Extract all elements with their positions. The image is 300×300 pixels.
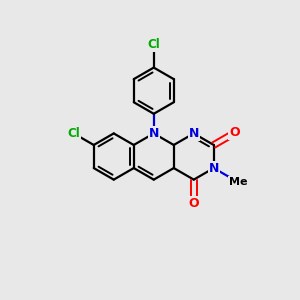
Text: O: O: [230, 126, 240, 139]
Text: O: O: [188, 197, 199, 210]
Text: Cl: Cl: [68, 127, 80, 140]
Text: N: N: [189, 127, 199, 140]
Text: Me: Me: [229, 177, 248, 187]
Text: Cl: Cl: [147, 38, 160, 51]
Text: N: N: [148, 127, 159, 140]
Text: N: N: [208, 162, 219, 175]
